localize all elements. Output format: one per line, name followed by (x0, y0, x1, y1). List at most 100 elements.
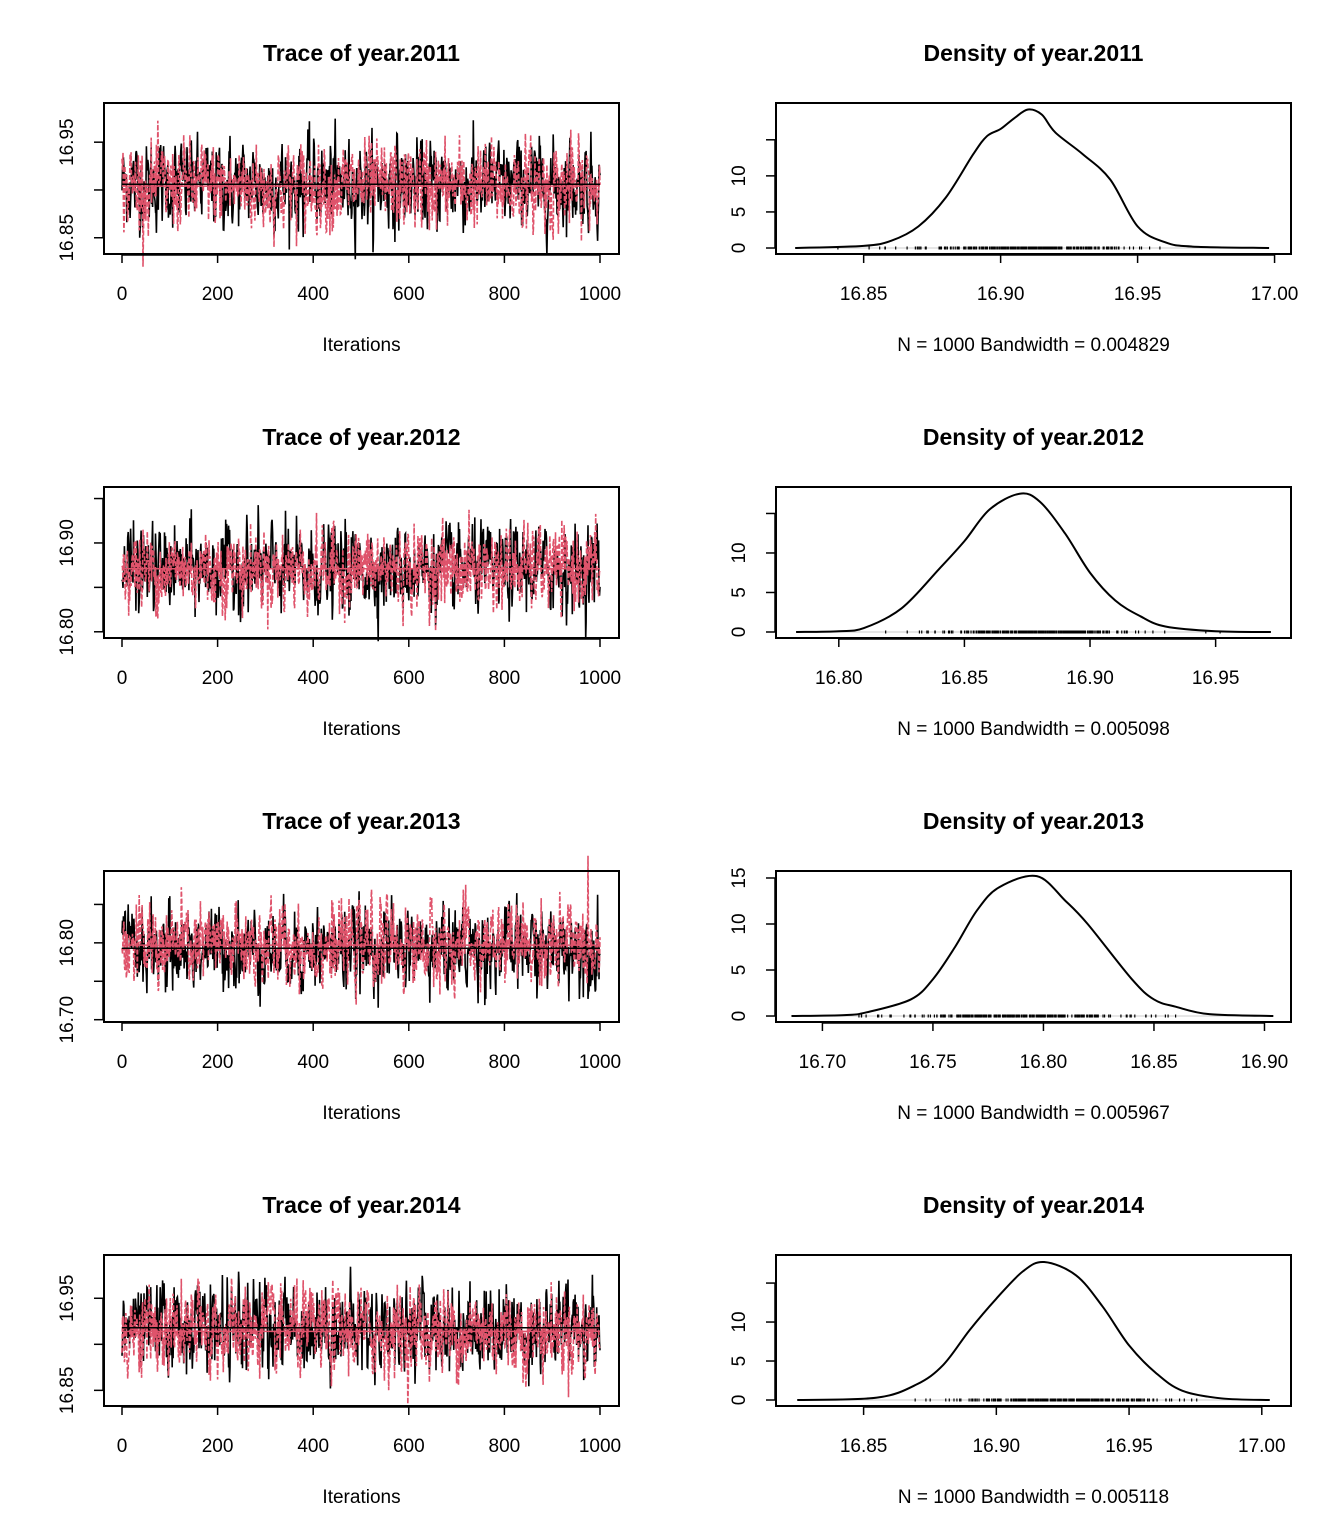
x-axis-label: Iterations (322, 1487, 400, 1508)
x-tick-label: 16.80 (1020, 1052, 1068, 1073)
x-tick-label: 0 (117, 284, 128, 305)
x-axis: 16.80 16.85 16.90 16.95 (815, 638, 1239, 689)
trace-line-chain-2 (121, 509, 601, 631)
x-tick-label: 17.00 (1251, 284, 1299, 305)
x-tick-label: 200 (202, 284, 234, 305)
x-axis-label: N = 1000 Bandwidth = 0.005118 (898, 1487, 1169, 1508)
y-tick-label: 10 (729, 913, 750, 934)
x-tick-label: 16.95 (1192, 668, 1240, 689)
y-axis: 16.85 16.95 (57, 118, 104, 262)
x-tick-label: 600 (393, 1052, 425, 1073)
y-axis: 0 5 10 (729, 1282, 776, 1406)
chart-title: Density of year.2014 (923, 1192, 1144, 1218)
x-tick-label: 16.85 (840, 1436, 888, 1457)
y-tick-label: 16.80 (57, 608, 78, 656)
y-axis: 16.85 16.95 (57, 1275, 104, 1415)
y-tick-label: 0 (729, 627, 750, 638)
y-tick-label: 10 (729, 165, 750, 186)
density-curve (796, 492, 1271, 633)
x-tick-label: 16.85 (1130, 1052, 1178, 1073)
chart-title: Trace of year.2013 (262, 808, 460, 834)
y-tick-label: 10 (729, 1311, 750, 1332)
y-axis: 0 5 10 15 (729, 867, 776, 1021)
x-tick-label: 800 (489, 1436, 521, 1457)
trace-line-chain-2 (121, 1278, 601, 1405)
trace-line-chain-2 (121, 120, 601, 267)
y-tick-label: 16.90 (57, 519, 78, 567)
y-tick-label: 0 (729, 1011, 750, 1022)
x-tick-label: 16.95 (1105, 1436, 1153, 1457)
panel-density-3: Density of year.2014 N = 1000 Bandwidth =… (729, 1192, 1292, 1508)
y-tick-label: 16.70 (57, 996, 78, 1044)
x-tick-label: 16.90 (1241, 1052, 1289, 1073)
rug-marks (837, 246, 1161, 250)
y-tick-label: 5 (729, 587, 750, 598)
chart-title: Density of year.2012 (923, 424, 1144, 450)
chart-title: Trace of year.2011 (263, 40, 460, 66)
x-axis-label: Iterations (322, 1103, 400, 1124)
plot-frame (775, 1254, 1292, 1407)
plot-frame (775, 870, 1292, 1023)
panel-trace-0: Trace of year.2011 Iterations 0 200 400 600 80… (57, 40, 621, 356)
x-tick-label: 600 (393, 1436, 425, 1457)
x-tick-label: 1000 (579, 1436, 621, 1457)
x-axis-label: N = 1000 Bandwidth = 0.005967 (897, 1103, 1170, 1124)
y-tick-label: 0 (729, 1395, 750, 1406)
x-tick-label: 16.75 (909, 1052, 957, 1073)
plot-frame (103, 486, 620, 639)
plot-frame (775, 102, 1292, 255)
x-axis: 0 200 400 600 800 1000 (117, 638, 621, 689)
x-tick-label: 400 (297, 284, 329, 305)
y-tick-label: 10 (729, 542, 750, 563)
rug-marks (885, 630, 1221, 634)
chart-title: Density of year.2013 (923, 808, 1144, 834)
x-axis-label: N = 1000 Bandwidth = 0.005098 (897, 719, 1170, 740)
x-tick-label: 800 (489, 668, 521, 689)
x-axis: 16.85 16.90 16.95 17.00 (840, 1406, 1286, 1457)
y-tick-label: 5 (729, 1356, 750, 1367)
trace-line-chain-2 (121, 855, 601, 1005)
x-tick-label: 16.80 (815, 668, 863, 689)
x-tick-label: 16.85 (941, 668, 989, 689)
x-tick-label: 200 (202, 668, 234, 689)
panel-trace-3: Trace of year.2014 Iterations 0 200 400 600 80… (57, 1192, 621, 1508)
density-curve (795, 108, 1270, 250)
y-tick-label: 5 (729, 965, 750, 976)
chart-title: Trace of year.2014 (262, 1192, 460, 1218)
x-tick-label: 17.00 (1238, 1436, 1286, 1457)
y-axis: 0 5 10 (729, 512, 776, 638)
panel-density-0: Density of year.2011 N = 1000 Bandwidth =… (729, 40, 1298, 356)
y-tick-label: 16.85 (57, 214, 78, 262)
x-tick-label: 400 (297, 1436, 329, 1457)
x-axis: 0 200 400 600 800 1000 (117, 1406, 621, 1457)
x-tick-label: 1000 (579, 284, 621, 305)
x-tick-label: 200 (202, 1436, 234, 1457)
x-tick-label: 1000 (579, 668, 621, 689)
y-tick-label: 16.85 (57, 1367, 78, 1415)
x-tick-label: 16.95 (1114, 284, 1162, 305)
x-axis-label: Iterations (322, 335, 400, 356)
x-tick-label: 600 (393, 284, 425, 305)
x-tick-label: 1000 (579, 1052, 621, 1073)
plot-frame (103, 870, 620, 1023)
density-curve (797, 1260, 1270, 1401)
panel-density-1: Density of year.2012 N = 1000 Bandwidth =… (729, 424, 1292, 740)
y-tick-label: 16.95 (57, 118, 78, 166)
chart-title: Density of year.2011 (924, 40, 1144, 66)
y-tick-label: 15 (729, 867, 750, 888)
x-axis: 16.70 16.75 16.80 16.85 16.90 (799, 1022, 1289, 1073)
y-tick-label: 16.80 (57, 919, 78, 967)
x-tick-label: 600 (393, 668, 425, 689)
x-axis: 0 200 400 600 800 1000 (117, 1022, 621, 1073)
trace-line-chain-1 (121, 118, 601, 260)
rug-marks (914, 1398, 1198, 1402)
x-axis-label: Iterations (322, 719, 400, 740)
plot-frame (103, 1254, 620, 1407)
panel-trace-2: Trace of year.2013 Iterations 0 200 400 600 80… (57, 808, 621, 1124)
x-tick-label: 200 (202, 1052, 234, 1073)
x-tick-label: 0 (117, 1436, 128, 1457)
panel-trace-1: Trace of year.2012 Iterations 0 200 400 600 80… (57, 424, 621, 740)
x-tick-label: 16.70 (799, 1052, 847, 1073)
y-axis: 16.80 16.90 (57, 497, 104, 656)
